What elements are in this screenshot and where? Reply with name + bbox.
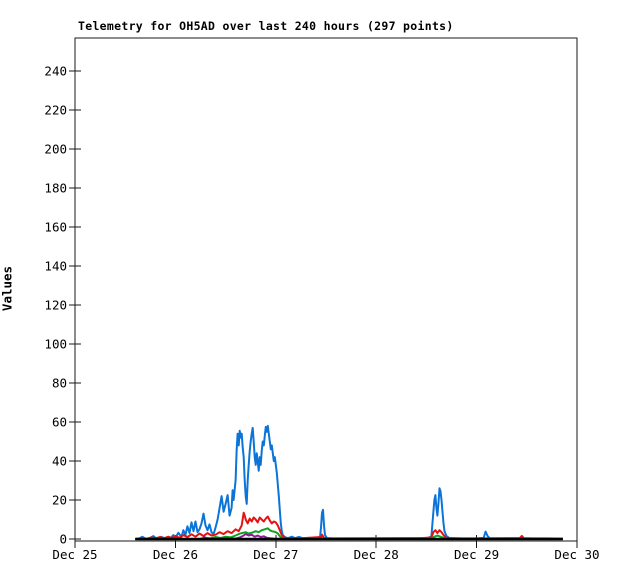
y-tick-label: 240 <box>44 64 67 79</box>
y-tick-label: 80 <box>52 376 67 391</box>
series-line-series-1-blue <box>135 424 563 540</box>
x-tick-label: Dec 27 <box>253 547 298 562</box>
x-tick-label: Dec 28 <box>354 547 399 562</box>
y-tick-label: 20 <box>52 493 67 508</box>
series-line-series-2-red <box>147 511 537 540</box>
x-tick-label: Dec 25 <box>52 547 97 562</box>
chart-title: Telemetry for OH5AD over last 240 hours … <box>78 19 454 33</box>
y-tick-label: 100 <box>44 337 67 352</box>
plot-border <box>74 37 578 542</box>
y-tick-label: 220 <box>44 103 67 118</box>
x-tick-label: Dec 30 <box>554 547 599 562</box>
y-tick-label: 140 <box>44 259 67 274</box>
y-tick-label: 160 <box>44 220 67 235</box>
y-tick-label: 0 <box>59 532 67 547</box>
x-tick-label: Dec 26 <box>153 547 198 562</box>
y-tick-label: 60 <box>52 415 67 430</box>
y-tick-label: 120 <box>44 298 67 313</box>
y-axis-label: Values <box>0 265 15 312</box>
y-tick-label: 180 <box>44 181 67 196</box>
y-tick-label: 200 <box>44 142 67 157</box>
y-tick-label: 40 <box>52 454 67 469</box>
x-tick-label: Dec 29 <box>454 547 499 562</box>
